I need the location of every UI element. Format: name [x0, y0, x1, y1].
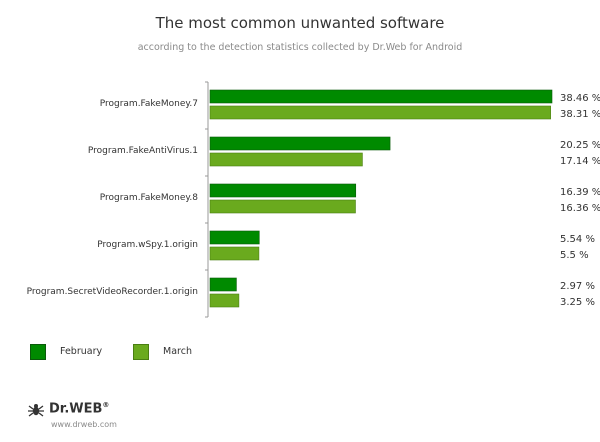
value-label-march-4: 3.25 % — [560, 297, 595, 308]
bar-chart: 38.46 % 38.31 % Program.FakeMoney.7 20.25 %… — [27, 81, 600, 318]
legend-label-march: March — [163, 346, 192, 357]
value-label-february-2: 16.39 % — [560, 187, 600, 198]
value-label-february-3: 5.54 % — [560, 234, 595, 245]
value-label-february-1: 20.25 % — [560, 140, 600, 151]
category-label-0: Program.FakeMoney.7 — [100, 99, 198, 109]
category-label-3: Program.wSpy.1.origin — [97, 240, 198, 250]
bar-february-2 — [209, 183, 357, 198]
bar-february-0 — [209, 89, 553, 104]
bar-february-1 — [209, 136, 391, 151]
bar-march-2 — [209, 199, 356, 214]
bar-march-3 — [209, 246, 260, 261]
bar-march-0 — [209, 105, 551, 120]
spider-icon — [28, 404, 44, 417]
bar-february-3 — [209, 230, 260, 245]
legend-swatch-march — [133, 344, 149, 360]
logo-text: Dr.WEB® — [49, 401, 110, 417]
value-label-february-4: 2.97 % — [560, 281, 595, 292]
bar-march-1 — [209, 152, 363, 167]
value-label-march-0: 38.31 % — [560, 109, 600, 120]
bar-february-4 — [209, 277, 237, 292]
chart-subtitle: according to the detection statistics co… — [137, 42, 463, 53]
value-label-march-3: 5.5 % — [560, 250, 589, 261]
logo-url: www.drweb.com — [51, 420, 117, 429]
value-label-february-0: 38.46 % — [560, 93, 600, 104]
bar-march-4 — [209, 293, 240, 308]
legend-label-february: February — [60, 346, 103, 357]
category-label-4: Program.SecretVideoRecorder.1.origin — [27, 287, 198, 297]
category-label-2: Program.FakeMoney.8 — [100, 193, 199, 203]
value-label-march-2: 16.36 % — [560, 203, 600, 214]
chart-title: The most common unwanted software — [155, 14, 445, 32]
legend-swatch-february — [30, 344, 46, 360]
category-label-1: Program.FakeAntiVirus.1 — [88, 146, 198, 156]
value-label-march-1: 17.14 % — [560, 156, 600, 167]
